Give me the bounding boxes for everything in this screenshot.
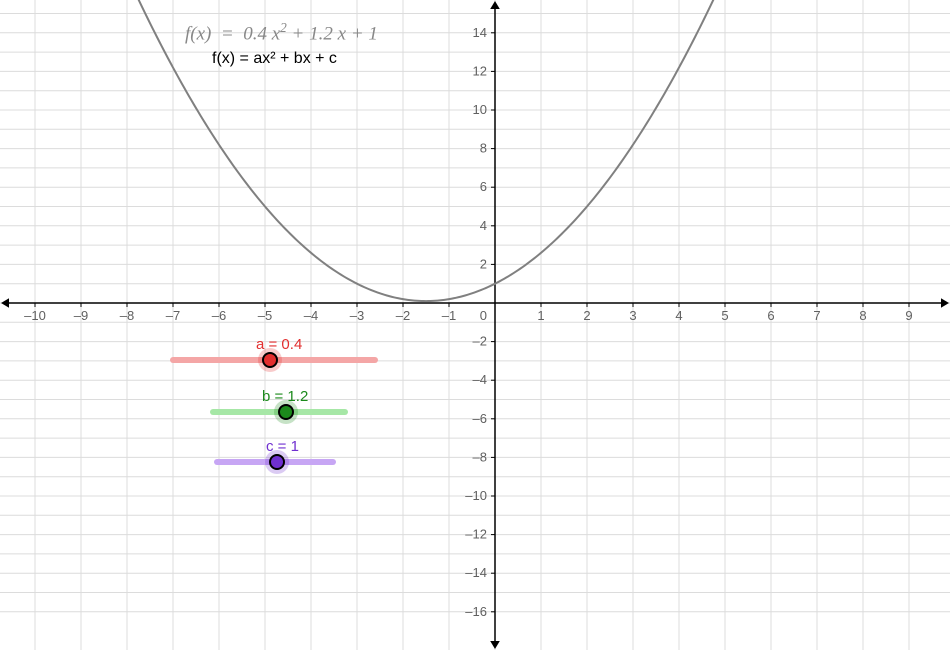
parabola-curve [0,0,950,301]
svg-text:–9: –9 [74,308,88,323]
slider-handle-c[interactable] [269,454,285,470]
svg-text:–10: –10 [465,488,487,503]
formula-display: f(x) = 0.4 x2 + 1.2 x + 1 [185,20,378,45]
svg-text:–14: –14 [465,565,487,580]
svg-text:9: 9 [905,308,912,323]
axes [1,1,949,649]
svg-text:0: 0 [480,308,487,323]
chart-svg: –10–9–8–7–6–5–4–3–2–1123456789–16–14–12–… [0,0,950,650]
svg-text:–2: –2 [396,308,410,323]
svg-text:–1: –1 [442,308,456,323]
svg-text:4: 4 [480,218,487,233]
svg-text:3: 3 [629,308,636,323]
svg-text:–8: –8 [120,308,134,323]
svg-text:6: 6 [767,308,774,323]
svg-text:–3: –3 [350,308,364,323]
svg-text:10: 10 [473,102,487,117]
svg-text:–6: –6 [473,411,487,426]
chart-container: –10–9–8–7–6–5–4–3–2–1123456789–16–14–12–… [0,0,950,650]
formula-template: f(x) = ax² + bx + c [212,50,337,68]
slider-handle-a[interactable] [262,352,278,368]
svg-text:–2: –2 [473,334,487,349]
slider-handle-b[interactable] [278,404,294,420]
svg-text:12: 12 [473,63,487,78]
svg-text:–10: –10 [24,308,46,323]
svg-text:1: 1 [537,308,544,323]
svg-text:–7: –7 [166,308,180,323]
svg-text:5: 5 [721,308,728,323]
svg-text:8: 8 [859,308,866,323]
svg-text:–4: –4 [304,308,318,323]
svg-text:14: 14 [473,25,487,40]
svg-text:6: 6 [480,179,487,194]
grid [0,0,950,650]
svg-text:7: 7 [813,308,820,323]
svg-text:–12: –12 [465,527,487,542]
svg-text:2: 2 [480,256,487,271]
svg-text:–8: –8 [473,449,487,464]
svg-text:2: 2 [583,308,590,323]
svg-text:–4: –4 [473,372,487,387]
svg-text:8: 8 [480,141,487,156]
svg-text:–5: –5 [258,308,272,323]
svg-text:4: 4 [675,308,682,323]
svg-text:–16: –16 [465,604,487,619]
svg-text:–6: –6 [212,308,226,323]
